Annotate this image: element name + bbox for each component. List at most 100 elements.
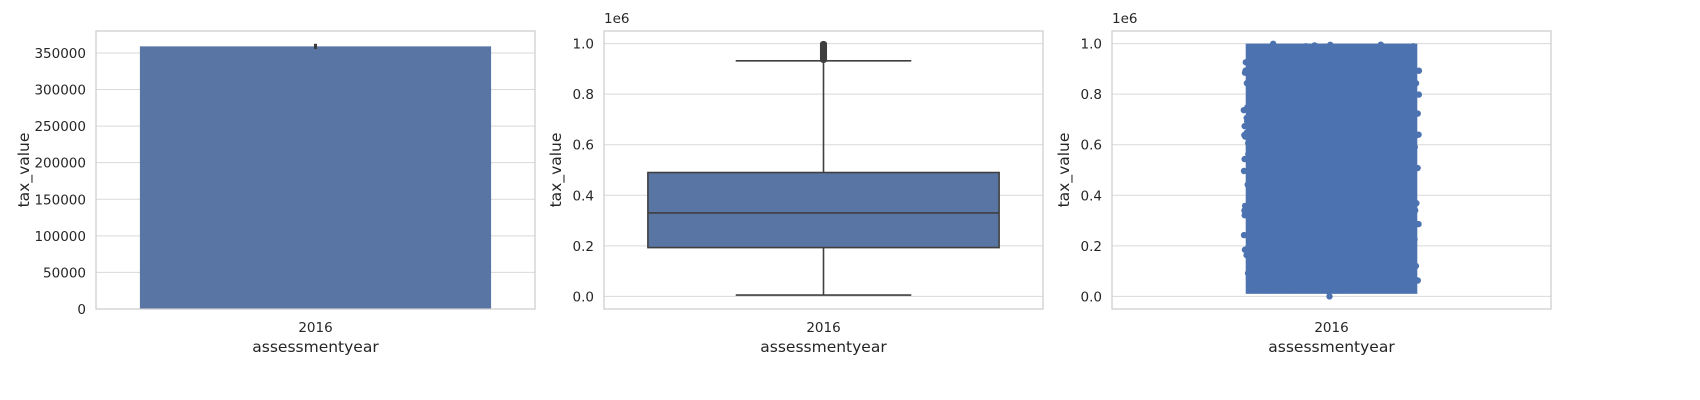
strip-point xyxy=(1338,84,1345,91)
strip-point xyxy=(1313,141,1320,148)
strip-point xyxy=(1367,215,1374,222)
strip-point xyxy=(1340,180,1347,188)
outlier-point xyxy=(819,40,828,47)
strip-point xyxy=(1408,167,1415,174)
strip-point xyxy=(1356,114,1364,121)
strip-point xyxy=(1290,61,1298,68)
strip-point xyxy=(1313,112,1320,120)
strip-point xyxy=(1401,62,1408,69)
y-axis-label: tax_value xyxy=(15,133,34,208)
strip-point xyxy=(1315,222,1323,229)
strip-point xyxy=(1268,276,1276,283)
strip-point xyxy=(1269,191,1276,198)
strip-point xyxy=(1269,40,1277,48)
strip-point xyxy=(1287,68,1295,76)
chart-panel-2: 0.0 0.2 0.4 0.6 0.8 1.0 1e6 2016 assessmentyear t… xyxy=(547,11,1044,356)
strip-point xyxy=(1317,177,1325,184)
strip-point xyxy=(1241,155,1248,163)
strip-point xyxy=(1251,106,1258,114)
strip-point xyxy=(1241,122,1248,130)
strip-point xyxy=(1296,89,1303,97)
strip-point xyxy=(1243,129,1250,137)
strip-point xyxy=(1263,92,1271,99)
strip-point xyxy=(1392,87,1400,95)
strip-point xyxy=(1241,69,1249,76)
strip-point xyxy=(1345,154,1353,161)
strip-point xyxy=(1296,285,1304,292)
strip-point xyxy=(1355,109,1362,116)
strip-point xyxy=(1290,55,1298,62)
strip-point xyxy=(1410,154,1417,162)
strip-point xyxy=(1273,95,1280,102)
strip-point xyxy=(1355,156,1362,163)
strip-point xyxy=(1403,98,1410,106)
strip-point xyxy=(1377,214,1384,221)
strip-point xyxy=(1369,270,1377,278)
strip-point xyxy=(1362,96,1370,103)
strip-point xyxy=(1253,84,1260,91)
strip-point xyxy=(1386,89,1394,96)
strip-point xyxy=(1305,218,1312,226)
strip-point xyxy=(1327,255,1334,263)
y-offset-label: 1e6 xyxy=(604,11,629,27)
strip-point xyxy=(1412,262,1420,270)
strip-point xyxy=(1262,50,1269,57)
strip-point xyxy=(1368,279,1375,286)
y-tick-label: 350000 xyxy=(34,46,86,62)
strip-point xyxy=(1384,188,1392,195)
strip-point xyxy=(1284,183,1291,191)
y-tick-label: 0.8 xyxy=(1081,87,1102,103)
strip-point xyxy=(1384,130,1392,137)
chart-panel-1: 0 50000 100000 150000 200000 250000 300000 3500… xyxy=(15,30,536,356)
strip-point xyxy=(1265,131,1272,139)
strip-point xyxy=(1376,153,1383,160)
strip-point xyxy=(1246,159,1253,167)
x-axis-label: assessmentyear xyxy=(252,338,379,356)
strip-point xyxy=(1360,127,1368,135)
strip-point xyxy=(1302,43,1310,50)
strip-point xyxy=(1323,187,1330,194)
strip-point xyxy=(1340,150,1347,157)
strip-point xyxy=(1243,79,1251,87)
strip-point xyxy=(1347,67,1355,75)
strip-point xyxy=(1409,200,1416,207)
strip-point xyxy=(1332,107,1340,115)
strip-point xyxy=(1337,141,1345,149)
strip-point xyxy=(1377,41,1385,48)
strip-point xyxy=(1392,248,1399,255)
strip-point xyxy=(1278,167,1285,174)
strip-point xyxy=(1256,261,1264,268)
y-tick-label: 50000 xyxy=(43,265,86,281)
y-tick-label: 1.0 xyxy=(573,37,594,53)
strip-point xyxy=(1268,81,1276,89)
strip-point xyxy=(1349,147,1356,154)
strip-point xyxy=(1309,81,1317,89)
strip-point xyxy=(1275,113,1282,121)
strip-point xyxy=(1305,109,1312,116)
strip-point xyxy=(1280,152,1288,160)
strip-point xyxy=(1325,195,1333,203)
strip-point xyxy=(1408,96,1415,104)
strip-point xyxy=(1243,114,1250,122)
strip-point xyxy=(1241,202,1249,210)
y-tick-label: 0.4 xyxy=(573,188,594,204)
strip-point xyxy=(1279,281,1287,289)
strip-point xyxy=(1401,73,1409,80)
strip-point xyxy=(1264,220,1271,228)
y-tick-label: 0.2 xyxy=(573,239,594,255)
y-tick-label: 0.6 xyxy=(1081,138,1102,154)
strip-point xyxy=(1273,88,1281,96)
strip-point xyxy=(1304,179,1311,186)
strip-point xyxy=(1367,147,1374,155)
strip-point xyxy=(1326,293,1333,300)
strip-point xyxy=(1399,203,1407,210)
strip-point xyxy=(1267,242,1274,249)
strip-point xyxy=(1247,166,1254,173)
strip-point xyxy=(1415,91,1423,98)
strip-point xyxy=(1409,61,1417,68)
strip-point xyxy=(1405,158,1412,166)
strip-point xyxy=(1406,273,1413,281)
strip-point xyxy=(1249,69,1256,77)
x-tick-label: 2016 xyxy=(298,320,332,336)
